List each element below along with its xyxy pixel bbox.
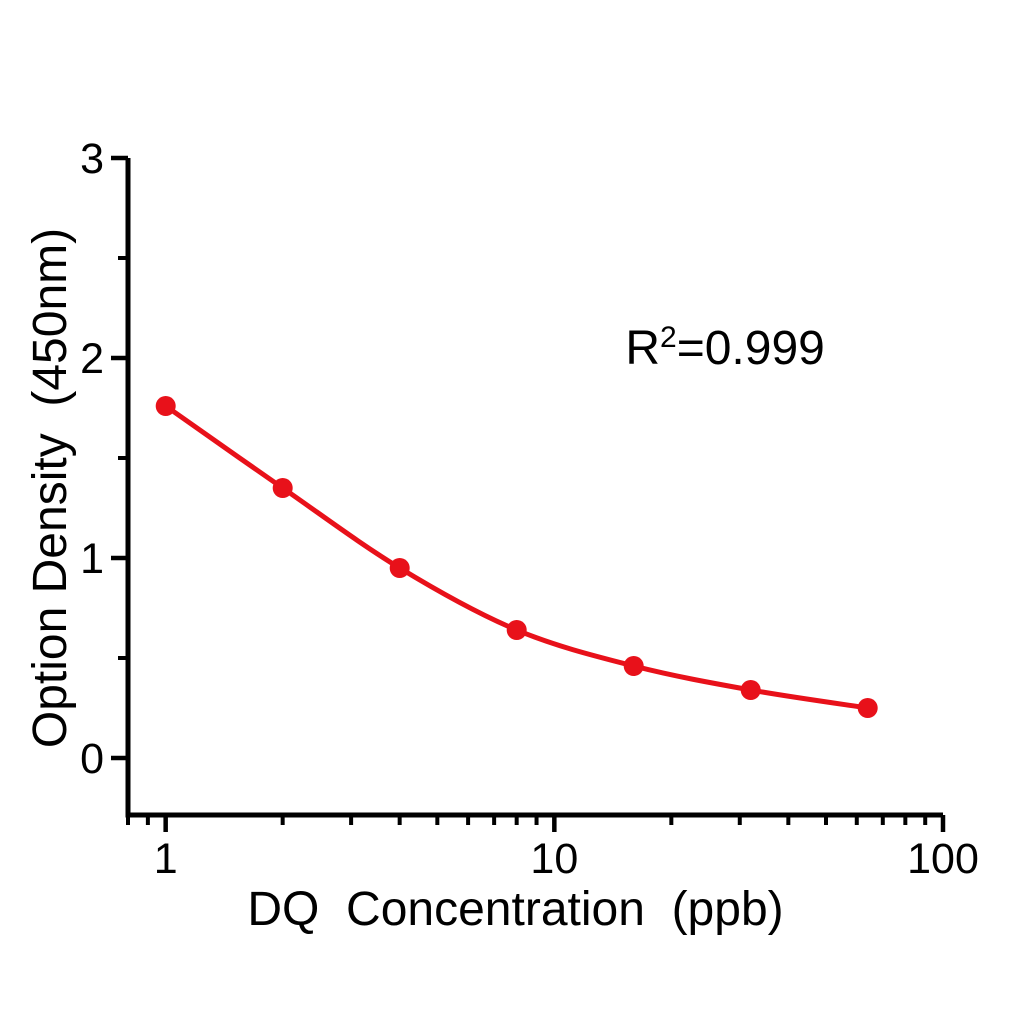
x-axis-title: DQ Concentration (ppb) bbox=[247, 883, 783, 936]
data-point-marker bbox=[155, 396, 176, 416]
x-tick-label: 1 bbox=[154, 835, 178, 883]
data-point-marker bbox=[389, 558, 410, 578]
y-tick-label: 2 bbox=[80, 335, 104, 383]
y-tick-label: 3 bbox=[80, 135, 104, 183]
series-curve bbox=[163, 403, 871, 711]
x-tick-label: 100 bbox=[907, 835, 979, 883]
x-tick-label: 10 bbox=[530, 835, 578, 883]
r-squared-annotation: R2=0.999 bbox=[625, 321, 825, 375]
data-point-marker bbox=[740, 680, 761, 700]
data-point-marker bbox=[506, 620, 527, 640]
data-point-marker bbox=[272, 478, 293, 498]
y-axis-title: Option Density (450nm) bbox=[24, 228, 77, 748]
data-point-marker bbox=[857, 698, 878, 718]
y-tick-label: 0 bbox=[80, 735, 104, 783]
data-point-marker bbox=[623, 656, 644, 676]
y-tick-label: 1 bbox=[80, 535, 104, 583]
